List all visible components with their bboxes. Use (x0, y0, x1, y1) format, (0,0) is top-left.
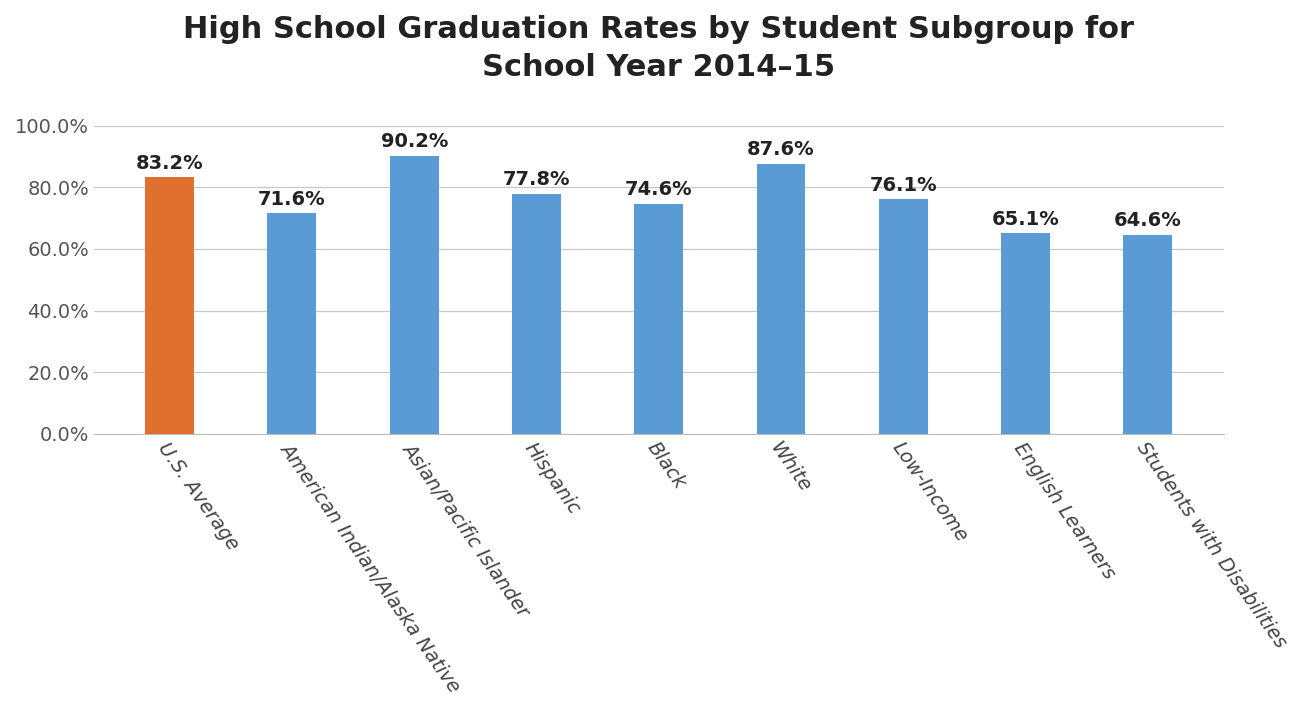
Title: High School Graduation Rates by Student Subgroup for
School Year 2014–15: High School Graduation Rates by Student … (184, 15, 1135, 82)
Text: 77.8%: 77.8% (502, 170, 571, 190)
Text: 71.6%: 71.6% (258, 190, 325, 209)
Text: 74.6%: 74.6% (625, 180, 693, 200)
Bar (1123, 235, 1173, 434)
Text: 65.1%: 65.1% (992, 209, 1059, 229)
Bar (146, 178, 194, 434)
Bar (1001, 233, 1050, 434)
Text: 83.2%: 83.2% (136, 154, 203, 173)
Text: 76.1%: 76.1% (870, 175, 937, 195)
Bar (634, 204, 684, 434)
Bar (390, 155, 438, 434)
Bar (757, 164, 806, 434)
Bar (268, 213, 316, 434)
Bar (512, 194, 562, 434)
Text: 90.2%: 90.2% (380, 132, 447, 151)
Text: 87.6%: 87.6% (748, 140, 815, 159)
Bar (879, 200, 928, 434)
Text: 64.6%: 64.6% (1114, 211, 1182, 230)
